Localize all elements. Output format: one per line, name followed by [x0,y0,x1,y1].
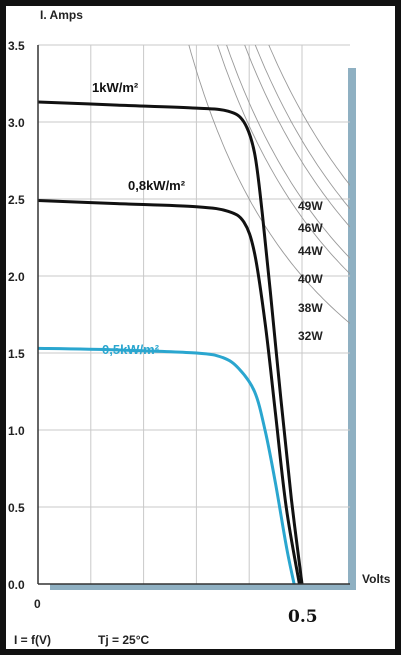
y-tick-label: 0.0 [8,578,25,592]
series-line [38,346,296,584]
power-curve [188,45,350,324]
power-curve [244,45,350,228]
y-tick-label: 0.5 [8,501,25,515]
footnote-formula: I = f(V) [14,633,51,647]
x-tick-label: 0 [34,597,41,611]
power-label: 38W [298,301,323,315]
x-tick-label: 0.5 [288,607,318,627]
power-curve [226,45,350,259]
series-label: 0,5kW/m² [102,342,160,357]
plot-area [38,45,350,584]
series-line [38,100,304,584]
power-label: 49W [298,199,323,213]
y-tick-label: 2.0 [8,270,25,284]
grid [38,44,350,585]
power-label: 46W [298,221,323,235]
power-label: 40W [298,272,323,286]
y-axis-label: I. Amps [40,8,83,22]
y-tick-label: 3.5 [8,39,25,53]
y-tick-label: 1.5 [8,347,25,361]
y-tick-label: 2.5 [8,193,25,207]
footnote-temperature: Tj = 25°C [98,633,149,647]
series-label: 0,8kW/m² [128,178,186,193]
y-tick-labels: 3.5 3.0 2.5 2.0 1.5 1.0 0.5 0.0 [8,39,25,592]
power-label: 44W [298,244,323,258]
x-tick-labels: 00.5 [34,597,318,627]
series-label: 1kW/m² [92,80,139,95]
power-curve [268,45,350,186]
power-labels: 49W 46W 44W 40W 38W 32W [298,199,323,343]
power-curve [217,45,350,275]
series-labels: 1kW/m² 0,8kW/m² 0,5kW/m² [92,80,186,357]
plot-shadow-right [348,68,356,588]
series-lines [38,100,304,584]
power-curve [254,45,350,210]
power-curves [188,45,350,324]
power-label: 32W [298,329,323,343]
y-tick-label: 1.0 [8,424,25,438]
y-tick-label: 3.0 [8,116,25,130]
series-line [38,199,301,584]
x-axis-label: Volts [362,572,391,586]
plot-shadow-bottom [50,584,356,590]
